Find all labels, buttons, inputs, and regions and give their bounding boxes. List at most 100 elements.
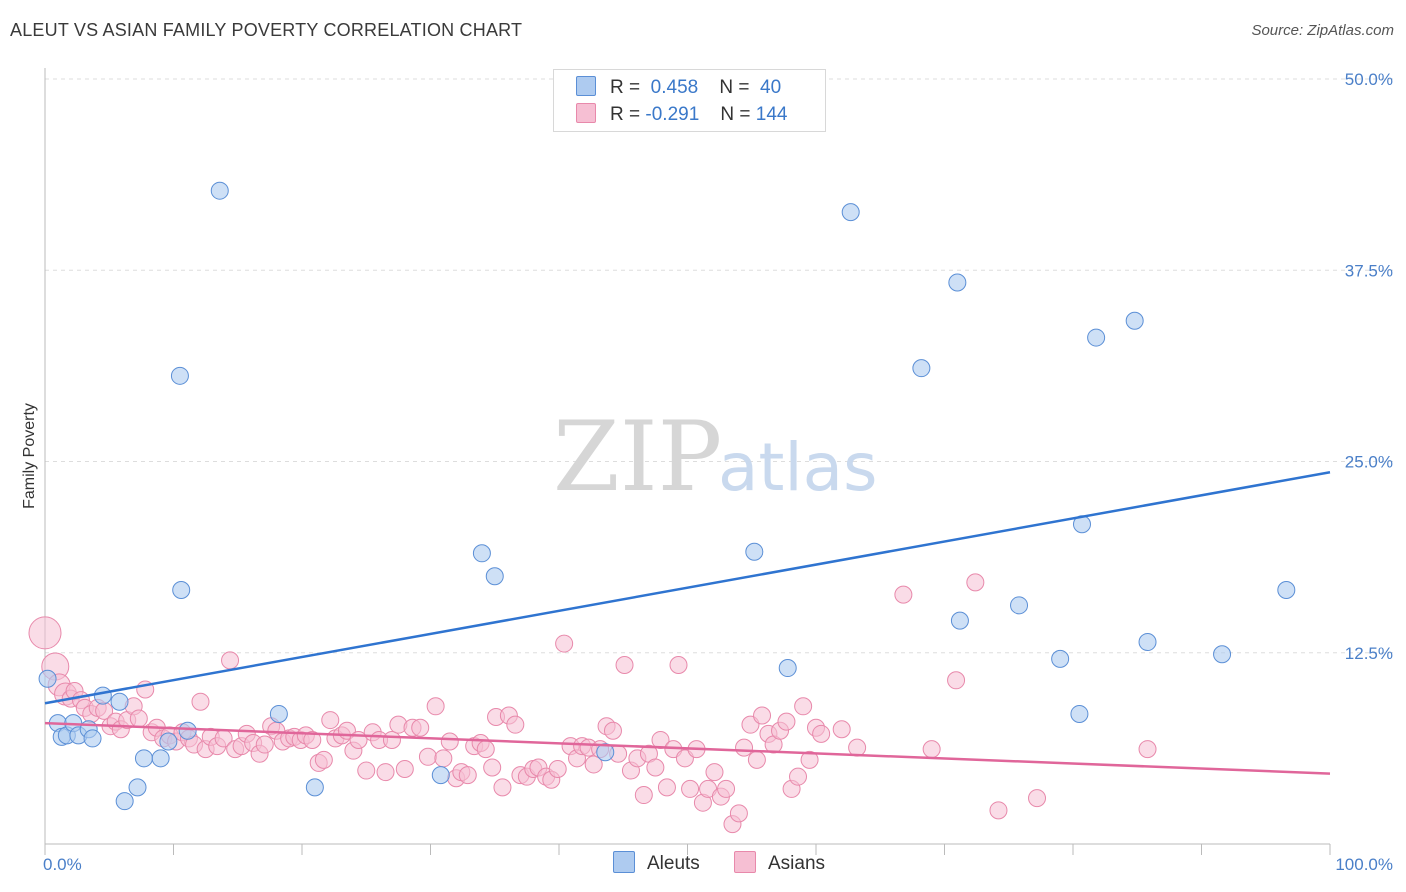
asian-point [947,671,966,690]
aleut-swatch-icon [576,76,596,96]
aleut-point [1051,649,1070,668]
watermark-zip: ZIP [553,401,722,513]
aleut-point [950,611,969,630]
aleut-point [745,542,764,561]
asian-point [800,750,819,769]
aleut-point [210,181,229,200]
aleut-point [948,273,967,292]
asian-point [669,655,688,674]
aleut-point [178,721,197,740]
y-tick-label: 50.0% [1345,70,1393,89]
y-axis-label: Family Poverty [21,403,38,509]
asian-point [657,778,676,797]
legend-n-label: N = [720,104,751,125]
aleut-point [1213,645,1232,664]
asian-point [894,585,913,604]
asian-point [777,712,796,731]
asian-point [717,779,736,798]
asian-point [1138,740,1157,759]
legend-r-label: R = [610,104,641,125]
aleut-point [172,581,191,600]
aleut-point [110,692,129,711]
correlation-legend: R = 0.458 N = 40 R = -0.291 N = 144 [553,69,826,132]
legend-item-asians: Asians [734,851,825,875]
asian-point [555,634,574,653]
legend-r-label: R = [610,77,641,98]
asian-point [794,697,813,716]
asian-point [321,711,340,730]
asian-trend-line [44,721,1331,775]
asian-point [458,766,477,785]
asian-point [1028,789,1047,808]
aleut-point [1277,581,1296,600]
aleut-point [93,686,112,705]
aleut-point [778,659,797,678]
asian-point [705,763,724,782]
asian-point [395,760,414,779]
aleut-point [472,544,491,563]
aleut-point [134,749,153,768]
aleut-point [1010,596,1029,615]
points-layer [28,181,1296,834]
legend-label-aleuts: Aleuts [647,853,700,874]
asian-point [303,730,322,749]
aleut-point [485,567,504,586]
asian-point [357,761,376,780]
aleut-swatch-icon [613,851,635,873]
asian-point [646,758,665,777]
y-tick-label: 12.5% [1345,644,1393,663]
axis-layer [44,68,1331,855]
aleut-point [170,366,189,385]
legend-row-asians: R = -0.291 N = 144 [576,103,787,126]
asian-point [191,692,210,711]
x-tick-label: 0.0% [43,855,82,874]
watermark-atlas: atlas [718,429,878,506]
aleut-point [596,743,615,762]
aleut-point [115,792,134,811]
aleut-point [159,732,178,751]
asian-point [376,763,395,782]
asian-swatch-icon [576,103,596,123]
y-tick-label: 37.5% [1345,261,1393,280]
asian-point [735,738,754,757]
asian-point [753,706,772,725]
y-tick-label: 25.0% [1345,453,1393,472]
asian-point [615,655,634,674]
legend-r-value: 0.458 [650,77,699,98]
watermark: ZIP atlas [553,401,878,513]
legend-n-value: 40 [760,77,782,98]
asian-point [426,697,445,716]
asian-point [434,749,453,768]
aleut-point [83,729,102,748]
asian-point [483,758,502,777]
aleut-point [431,766,450,785]
aleut-point [1125,311,1144,330]
asian-point [729,804,748,823]
aleut-point [1138,633,1157,652]
aleut-point [38,669,57,688]
asian-point [548,760,567,779]
aleut-point [912,359,931,378]
asian-point [681,779,700,798]
legend-item-aleuts: Aleuts [613,851,700,875]
asian-point [634,786,653,805]
asian-point [493,778,512,797]
asian-point [989,801,1008,820]
aleut-point [1087,328,1106,347]
asian-point [255,735,274,754]
legend-label-asians: Asians [768,853,826,874]
grid-layer [45,78,1395,654]
chart-source: Source: ZipAtlas.com [1251,22,1394,39]
legend-n-label: N = [719,77,750,98]
asian-swatch-icon [734,851,756,873]
asian-point [747,750,766,769]
legend-r-value: -0.291 [645,104,700,125]
legend-row-aleuts: R = 0.458 N = 40 [576,76,781,99]
asian-point [812,724,831,743]
asian-point [418,747,437,766]
aleut-trend-line [44,470,1331,705]
asian-point [382,730,401,749]
x-tick-label: 100.0% [1335,855,1393,874]
asian-point [129,709,148,728]
asian-point [603,721,622,740]
